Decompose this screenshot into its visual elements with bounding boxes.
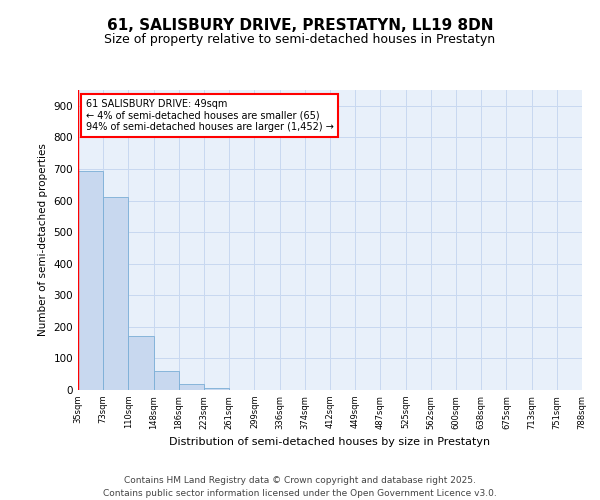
Text: 61 SALISBURY DRIVE: 49sqm
← 4% of semi-detached houses are smaller (65)
94% of s: 61 SALISBURY DRIVE: 49sqm ← 4% of semi-d… [86, 99, 334, 132]
Y-axis label: Number of semi-detached properties: Number of semi-detached properties [38, 144, 48, 336]
Bar [128, 336, 154, 390]
Text: Size of property relative to semi-detached houses in Prestatyn: Size of property relative to semi-detach… [104, 32, 496, 46]
X-axis label: Distribution of semi-detached houses by size in Prestatyn: Distribution of semi-detached houses by … [169, 437, 491, 447]
Bar [179, 384, 204, 390]
Bar [204, 388, 229, 390]
Bar [103, 198, 128, 390]
Text: 61, SALISBURY DRIVE, PRESTATYN, LL19 8DN: 61, SALISBURY DRIVE, PRESTATYN, LL19 8DN [107, 18, 493, 32]
Bar [154, 371, 179, 390]
Text: Contains HM Land Registry data © Crown copyright and database right 2025.
Contai: Contains HM Land Registry data © Crown c… [103, 476, 497, 498]
Bar [78, 171, 103, 390]
